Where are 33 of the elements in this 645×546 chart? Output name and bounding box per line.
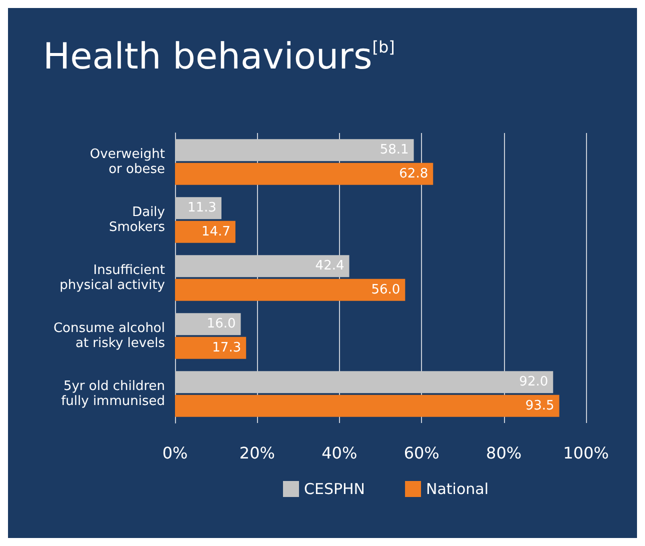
bar bbox=[175, 394, 560, 417]
bar bbox=[175, 278, 406, 301]
data-label: 42.4 bbox=[315, 258, 344, 274]
data-label: 58.1 bbox=[380, 142, 409, 158]
data-label: 14.7 bbox=[201, 224, 230, 240]
bar bbox=[175, 255, 350, 278]
y-tick-label: Consume alcohol at risky levels bbox=[53, 321, 166, 351]
x-tick-label: 80% bbox=[486, 444, 522, 462]
y-tick-label: 5yr old children fully immunised bbox=[61, 379, 165, 409]
legend-label: CESPHN bbox=[304, 480, 366, 498]
x-tick-label: 20% bbox=[239, 444, 275, 462]
x-tick-label: 40% bbox=[322, 444, 358, 462]
data-label: 16.0 bbox=[206, 316, 236, 332]
bar bbox=[175, 371, 554, 394]
bar bbox=[175, 313, 241, 336]
data-label: 17.3 bbox=[212, 340, 242, 356]
x-tick-label: 0% bbox=[162, 444, 188, 462]
bar bbox=[175, 197, 222, 220]
bar bbox=[175, 162, 434, 185]
y-tick-label: Daily Smokers bbox=[108, 205, 166, 235]
bar bbox=[175, 139, 414, 162]
data-label: 93.5 bbox=[525, 398, 554, 414]
legend-label: National bbox=[426, 480, 489, 498]
y-tick-label: Overweight or obese bbox=[90, 147, 165, 177]
bar bbox=[175, 220, 236, 243]
x-tick-label: 100% bbox=[563, 444, 609, 462]
bar bbox=[175, 336, 246, 359]
data-label: 92.0 bbox=[519, 374, 548, 390]
data-label: 56.0 bbox=[371, 282, 400, 298]
data-label: 62.8 bbox=[399, 166, 428, 182]
data-label: 11.3 bbox=[187, 200, 216, 216]
x-tick-label: 60% bbox=[404, 444, 440, 462]
y-tick-label: Insufficient physical activity bbox=[60, 263, 166, 293]
